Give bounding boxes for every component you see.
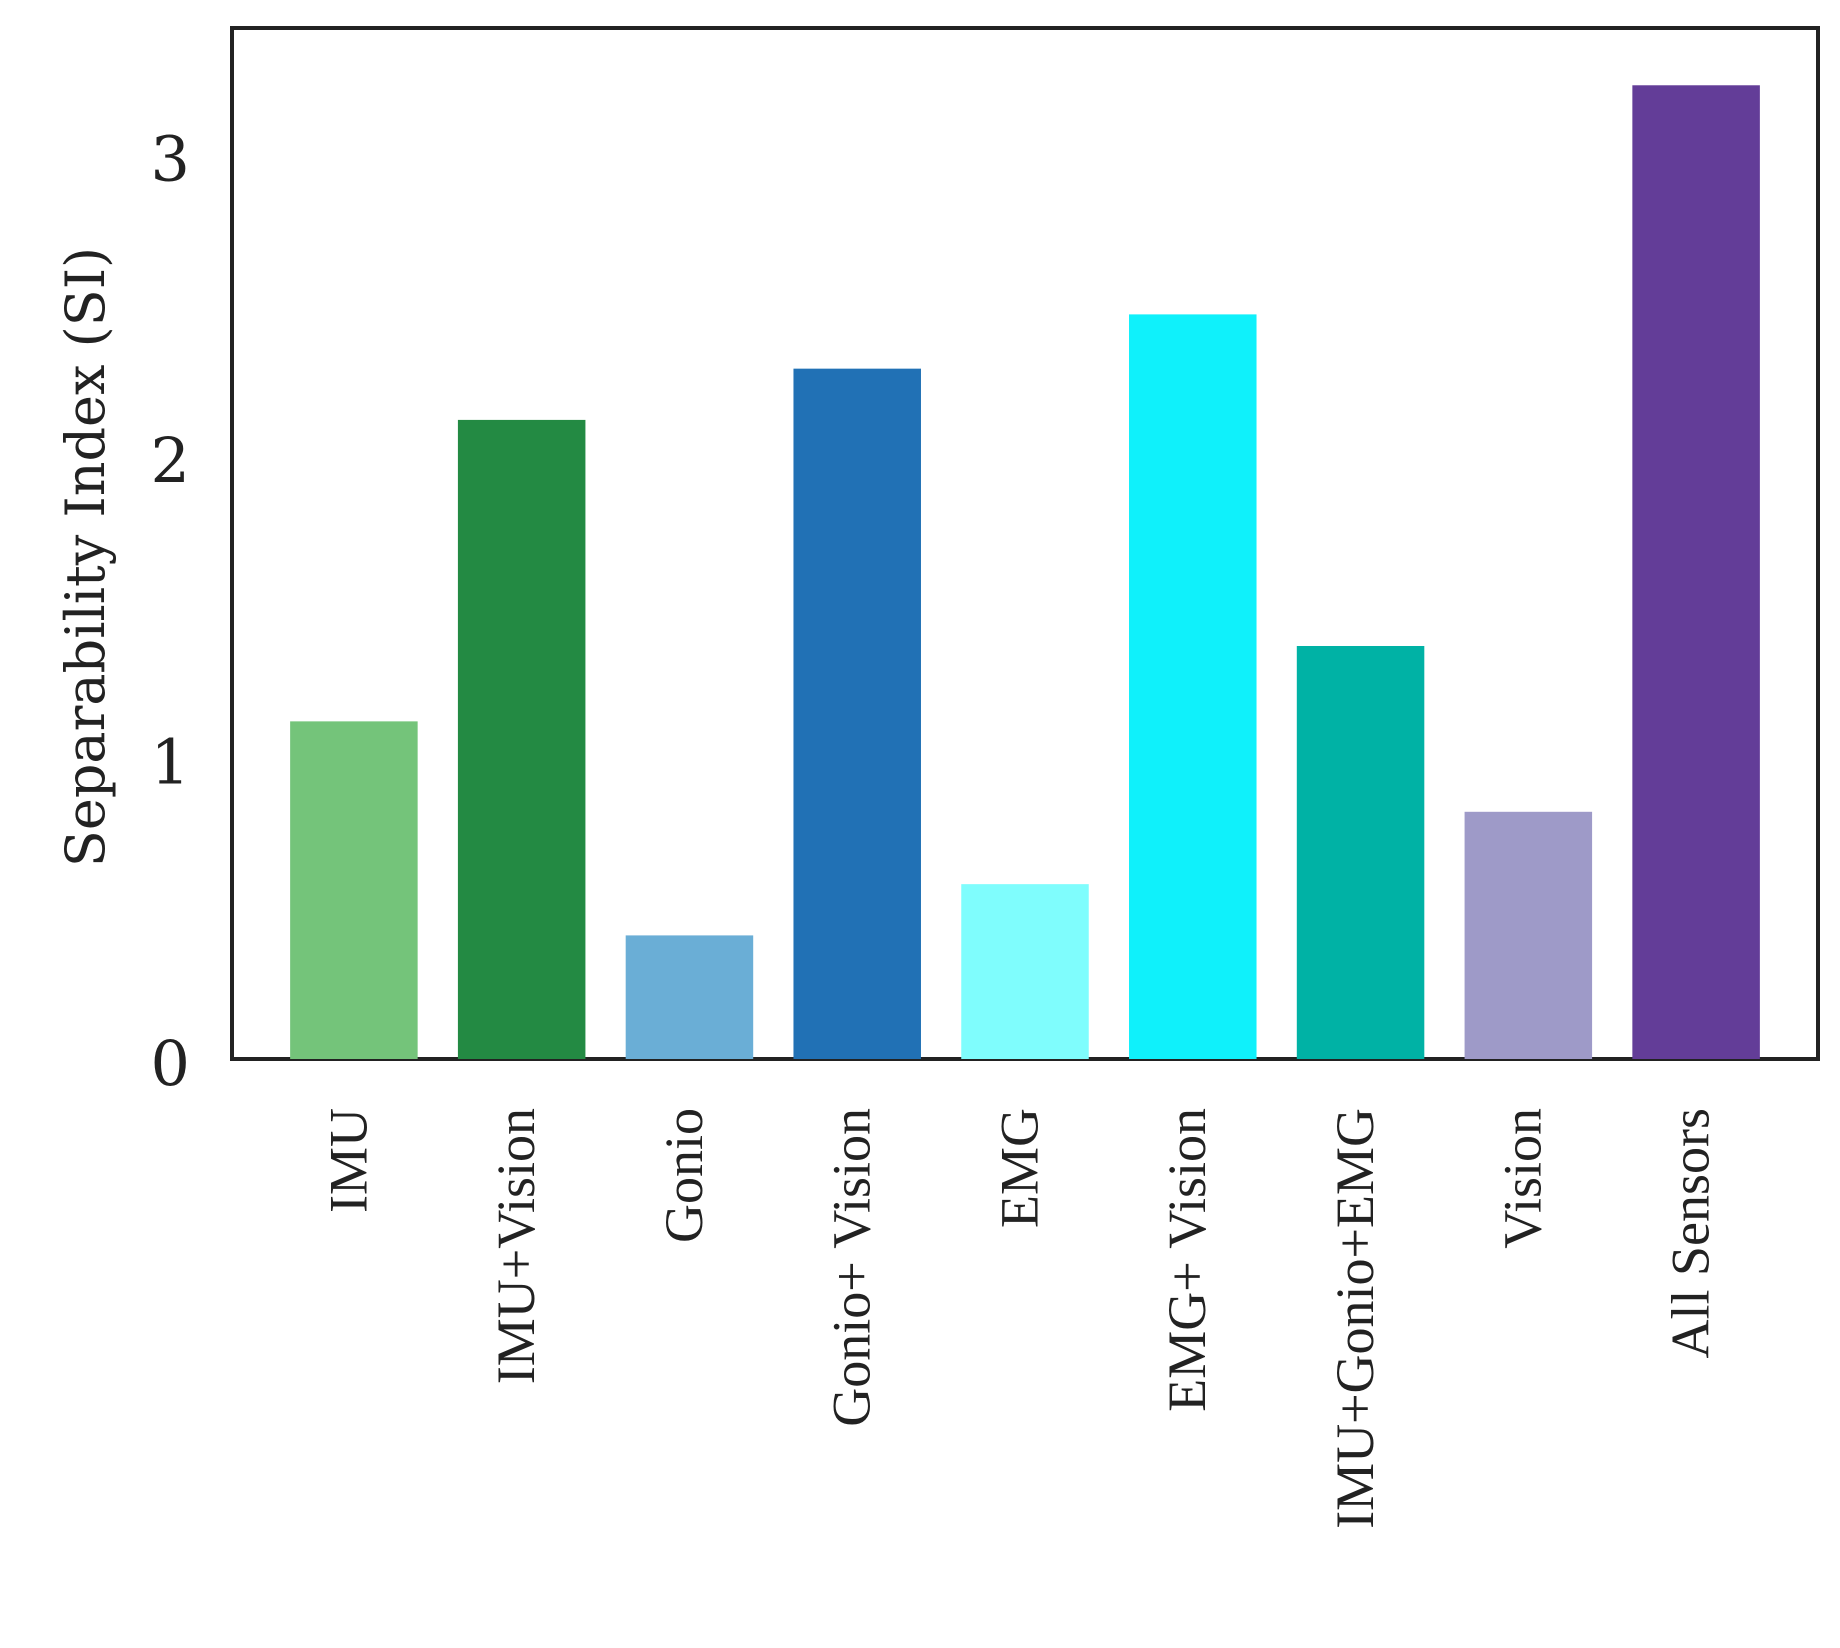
x-tick-label: EMG [989,1108,1049,1228]
bar-imu-gonio-emg [1296,645,1425,1059]
bar-emg [961,884,1089,1059]
bar-imu [290,721,418,1059]
bar-emg-vision [1129,314,1257,1059]
bar-gonio-vision [793,368,921,1059]
y-tick-label: 0 [151,1027,190,1100]
x-tick-label: EMG+ Vision [1157,1108,1217,1412]
x-tick-label: IMU+Gonio+EMG [1325,1108,1385,1529]
x-tick-label: Gonio [654,1108,714,1243]
x-tick-label: Vision [1493,1108,1553,1249]
bar-gonio [625,935,754,1059]
bar-imu-vision [457,419,586,1059]
y-tick-label: 2 [151,424,190,497]
bars-group [290,85,1760,1060]
x-tick-labels: IMU IMU+Vision Gonio Gonio+ Vision EMG EMG+ V… [318,1108,1720,1529]
x-tick-label: Gonio+ Vision [822,1108,882,1427]
y-tick-label: 1 [151,726,190,799]
x-tick-label: All Sensors [1661,1108,1721,1359]
y-tick-label: 3 [151,123,190,196]
bar-all-sensors [1632,85,1760,1060]
y-tick-labels: 0 1 2 3 [151,123,190,1100]
y-axis-label: Separability Index (SI) [54,247,117,867]
bar-vision [1464,811,1593,1059]
x-tick-label: IMU+Vision [486,1108,546,1384]
x-tick-label: IMU [318,1108,378,1213]
